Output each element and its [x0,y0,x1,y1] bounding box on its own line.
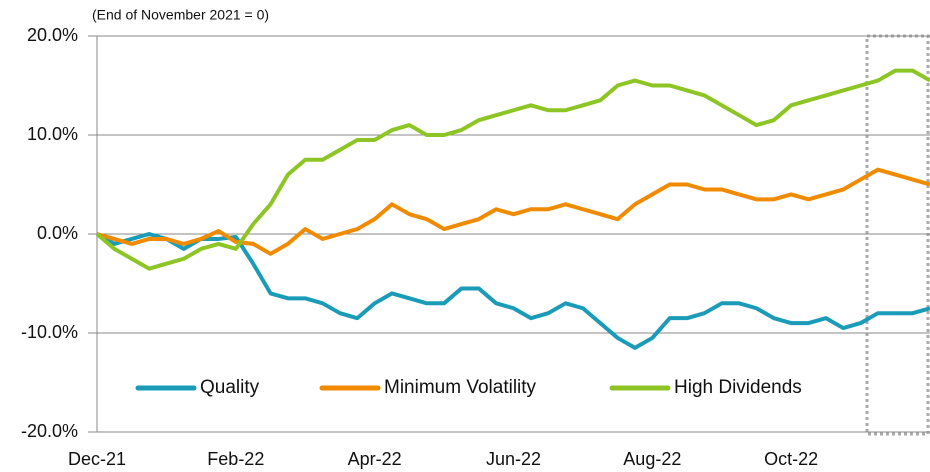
y-tick-label: 20.0% [27,25,78,45]
series-line [95,68,930,271]
series-line [96,232,930,350]
y-tick-label: 10.0% [27,124,78,144]
legend-label: Quality [200,377,260,398]
annotation: (End of November 2021 = 0) [92,7,269,23]
x-tick-label: Feb-22 [207,449,264,469]
legend-label: Minimum Volatility [384,377,537,398]
x-tick-label: Dec-21 [68,449,126,469]
series-line [96,167,930,256]
x-tick-label: Apr-22 [348,449,402,469]
highlight-box [865,34,930,436]
y-tick-label: 0.0% [37,223,78,243]
y-tick-label: -20.0% [21,421,78,441]
x-tick-label: Aug-22 [623,449,681,469]
x-tick-label: Oct-22 [764,449,818,469]
y-tick-label: -10.0% [21,322,78,342]
legend-label: High Dividends [674,377,802,398]
x-tick-label: Jun-22 [486,449,541,469]
